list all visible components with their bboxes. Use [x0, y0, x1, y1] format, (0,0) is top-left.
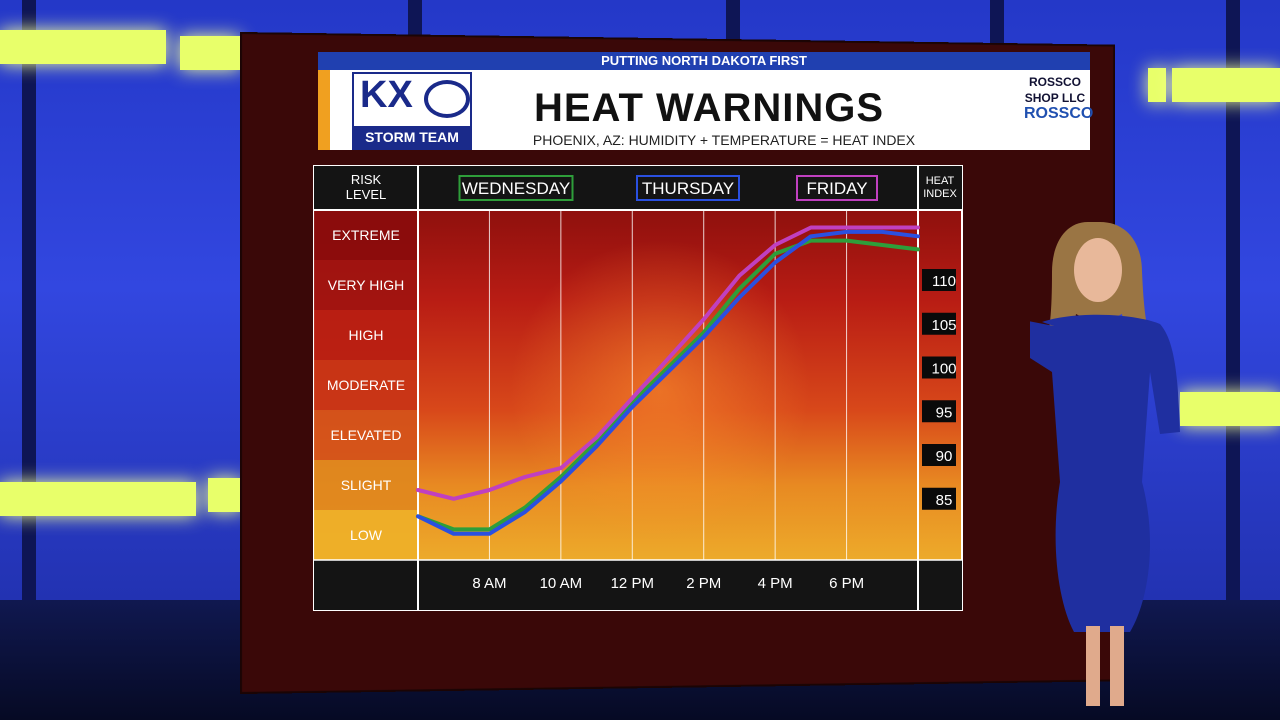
risk-header-line2: LEVEL [346, 187, 386, 202]
x-tick-label: 4 PM [758, 575, 793, 592]
x-tick-label: 12 PM [611, 575, 654, 592]
studio-panel-frame [22, 0, 36, 720]
sun-glow [510, 240, 810, 540]
risk-level-label: HIGH [349, 327, 384, 343]
risk-level-label: SLIGHT [341, 477, 392, 493]
risk-band [314, 360, 418, 410]
light-strip [1172, 68, 1280, 102]
legend-box [636, 175, 740, 201]
risk-band [314, 410, 418, 460]
risk-level-label: LOW [350, 527, 383, 543]
x-tick-label: 10 AM [540, 575, 583, 592]
heat-index-tick-bg [922, 400, 956, 423]
risk-header-line1: RISK [351, 172, 382, 187]
sponsor-logo: ROSSCO SHOP LLC ROSSCO [1024, 74, 1094, 148]
meteorologist [1030, 222, 1180, 706]
risk-band [314, 310, 418, 360]
heat-header-line2: INDEX [923, 188, 957, 200]
heat-index-tick-label: 95 [936, 404, 953, 421]
logo-kx-text: KX [360, 74, 413, 116]
legend-label: WEDNESDAY [462, 179, 570, 198]
graphic-banner: PUTTING NORTH DAKOTA FIRST KX STORM TEAM… [318, 52, 1094, 150]
legend-label: THURSDAY [642, 179, 734, 198]
x-tick-label: 2 PM [686, 575, 721, 592]
chart-footer-row [314, 560, 962, 610]
heat-index-tick-bg [922, 269, 956, 291]
tagline: PUTTING NORTH DAKOTA FIRST [601, 53, 807, 68]
page-subtitle: PHOENIX, AZ: HUMIDITY + TEMPERATURE = HE… [532, 132, 916, 148]
light-strip [0, 482, 196, 516]
page-title: HEAT WARNINGS [533, 86, 885, 130]
heat-index-tick-label: 85 [936, 492, 953, 509]
heat-index-tick-bg [922, 487, 956, 510]
light-strip [0, 30, 166, 64]
legend-label: FRIDAY [806, 179, 867, 198]
heat-index-tick-bg [922, 312, 956, 335]
cbs-eye-icon [424, 80, 470, 118]
legend-box [458, 175, 574, 201]
logo-team-text: STORM TEAM [354, 126, 470, 148]
kx-storm-team-logo: KX STORM TEAM [352, 72, 472, 150]
heat-index-tick-label: 105 [931, 317, 956, 334]
legend-box [796, 175, 878, 201]
sponsor-line3: ROSSCO [1024, 105, 1094, 122]
banner-top-bar [318, 52, 1090, 70]
risk-band [314, 510, 418, 560]
studio-panel-frame [1226, 0, 1240, 720]
x-tick-label: 6 PM [829, 575, 864, 592]
risk-level-label: ELEVATED [330, 427, 401, 443]
heat-header-line1: HEAT [926, 175, 955, 187]
series-line-thursday [416, 229, 920, 536]
x-tick-label: 8 AM [472, 575, 506, 592]
light-strip [1180, 392, 1280, 426]
series-line-friday [416, 225, 920, 501]
heat-index-tick-label: 100 [931, 361, 956, 378]
logo-accent [318, 70, 330, 150]
risk-band [314, 260, 418, 310]
risk-level-label: VERY HIGH [328, 277, 405, 293]
sponsor-line2: SHOP LLC [1024, 91, 1086, 105]
risk-band [314, 460, 418, 510]
sponsor-line1: ROSSCO [1028, 75, 1081, 89]
heat-index-tick-label: 110 [932, 273, 956, 290]
risk-level-label: EXTREME [332, 227, 400, 243]
light-strip [1148, 68, 1166, 102]
heat-index-tick-label: 90 [936, 448, 953, 465]
heat-index-tick-bg [922, 444, 956, 466]
heat-index-tick-bg [922, 356, 956, 379]
risk-level-label: MODERATE [327, 377, 405, 393]
series-line-wednesday [416, 238, 920, 532]
light-strip [208, 478, 242, 512]
light-strip [180, 36, 240, 70]
risk-band [314, 210, 418, 260]
